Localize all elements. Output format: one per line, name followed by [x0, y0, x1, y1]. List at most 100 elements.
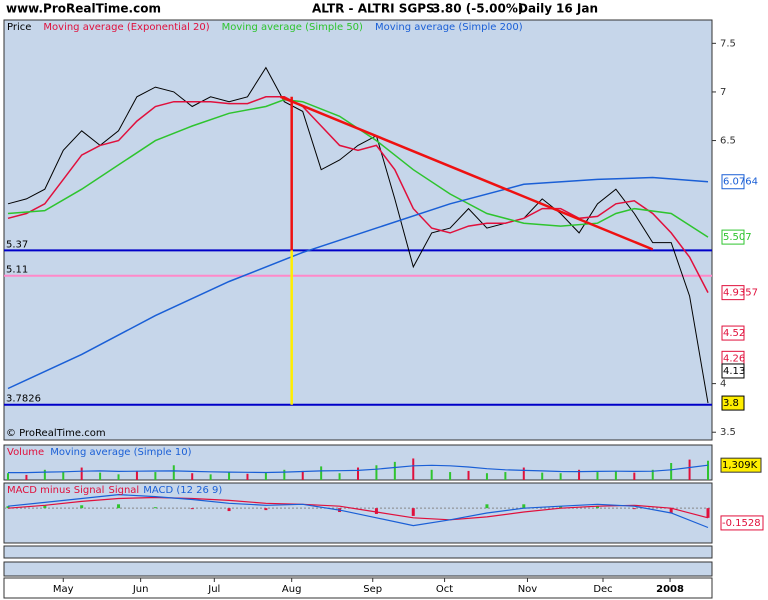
- volume-bar: [596, 472, 599, 480]
- value-box-label: -0.1528: [722, 518, 761, 529]
- value-box-label: 6.0764: [723, 177, 758, 188]
- quote: 3.80 (-5.00%): [432, 2, 523, 16]
- volume-bar: [43, 469, 46, 480]
- volume-average: [8, 464, 709, 474]
- legend-entry: Moving average (Simple 50): [222, 22, 363, 33]
- macd-histogram: [117, 504, 121, 509]
- volume-bar: [578, 469, 581, 480]
- value-box: [721, 325, 745, 341]
- macd-histogram: [411, 508, 415, 516]
- legend-entry: Signal: [108, 485, 139, 496]
- macd-histogram: [43, 505, 47, 509]
- date: 16 Jan: [556, 2, 598, 16]
- volume-bar: [688, 459, 691, 480]
- macd-panel: [3, 482, 713, 544]
- value-box: [721, 174, 745, 190]
- volume-bar: [135, 470, 138, 480]
- macd-histogram: [632, 508, 636, 510]
- price-line: [7, 66, 709, 404]
- value-box: [721, 395, 745, 411]
- volume-bar: [154, 472, 157, 480]
- volume-bar: [393, 461, 396, 480]
- value-box-label: 3.8: [723, 398, 739, 409]
- volume-bar: [522, 467, 525, 480]
- level-label: 5.11: [6, 265, 28, 276]
- volume-bar: [191, 473, 194, 480]
- x-tick-label: Jun: [132, 584, 149, 595]
- legend-entry: Moving average (Simple 200): [375, 22, 523, 33]
- volume-bar: [633, 472, 636, 480]
- volume-bar: [467, 470, 470, 480]
- volume-bar: [670, 463, 673, 480]
- volume-bar: [228, 472, 231, 480]
- legend-entry: Volume: [7, 447, 44, 458]
- macd-histogram: [485, 504, 489, 509]
- macd-histogram: [669, 508, 673, 513]
- volume-bar: [541, 472, 544, 480]
- value-box: [721, 363, 745, 379]
- volume-bar: [504, 472, 507, 480]
- site: www.ProRealTime.com: [6, 2, 161, 16]
- x-tick-label: Dec: [593, 584, 612, 595]
- x-tick-label: Oct: [436, 584, 453, 595]
- value-box: [721, 285, 745, 301]
- empty-panel: [3, 561, 713, 577]
- macd-histogram: [706, 508, 710, 518]
- value-box-label: 4.26: [723, 353, 745, 364]
- value-box: [721, 229, 745, 245]
- volume-bar: [283, 469, 286, 480]
- volume-bar: [246, 473, 249, 480]
- value-box-label: 4.13: [723, 366, 745, 377]
- y-tick-label: 4: [720, 379, 726, 390]
- volume-bar: [412, 458, 415, 480]
- legend-entry: Moving average (Simple 10): [50, 447, 191, 458]
- moving-average: [7, 176, 709, 390]
- volume-bar: [264, 472, 267, 480]
- y-tick-label: 7: [720, 87, 726, 98]
- y-tick-label: 7.5: [720, 38, 736, 49]
- period: Daily: [518, 2, 552, 16]
- macd-histogram: [80, 505, 84, 509]
- volume-bar: [99, 472, 102, 480]
- value-box: [720, 515, 764, 531]
- level-label: 3.7826: [6, 394, 41, 405]
- macd-histogram: [227, 508, 231, 512]
- volume-bar: [559, 473, 562, 480]
- macd-histogram: [595, 506, 599, 509]
- volume-bar: [651, 469, 654, 480]
- x-tick-label: Jul: [207, 584, 220, 595]
- volume-bar: [172, 465, 175, 480]
- x-tick-label: Aug: [282, 584, 302, 595]
- volume-bar: [301, 470, 304, 480]
- volume-bar: [449, 472, 452, 480]
- value-box-label: 1,309K: [722, 460, 758, 471]
- moving-average: [7, 96, 709, 293]
- macd-histogram: [522, 504, 526, 509]
- volume-bar: [485, 473, 488, 480]
- volume-bar: [117, 474, 120, 480]
- x-axis: [3, 577, 713, 599]
- legend-entry: Moving average (Exponential 20): [43, 22, 209, 33]
- level-label: 5.37: [6, 239, 28, 250]
- plot: 3.5 4 6.5 7 7.5 5.37 5.11 3.7826 6.0764 5.507 4.93…: [4, 22, 764, 595]
- volume-bar: [320, 466, 323, 480]
- volume-bar: [7, 473, 9, 480]
- macd-histogram: [264, 508, 268, 511]
- value-box-label: 4.9357: [723, 288, 758, 299]
- volume-bar: [62, 472, 65, 480]
- ticker: ALTR - ALTRI SGPS: [312, 2, 435, 16]
- volume-bar: [375, 465, 378, 480]
- x-tick-label: Sep: [363, 584, 382, 595]
- y-tick-label: 3.5: [720, 427, 736, 438]
- volume-bar: [209, 474, 212, 480]
- x-tick-label: May: [53, 584, 74, 595]
- legend-entry: MACD (12 26 9): [143, 485, 222, 496]
- volume-bar: [357, 467, 359, 480]
- price-panel: [3, 19, 713, 441]
- value-box: [720, 457, 762, 473]
- volume-bar: [430, 469, 433, 480]
- macd-histogram: [153, 507, 157, 509]
- macd-histogram: [374, 508, 378, 514]
- value-box-label: 5.507: [723, 232, 752, 243]
